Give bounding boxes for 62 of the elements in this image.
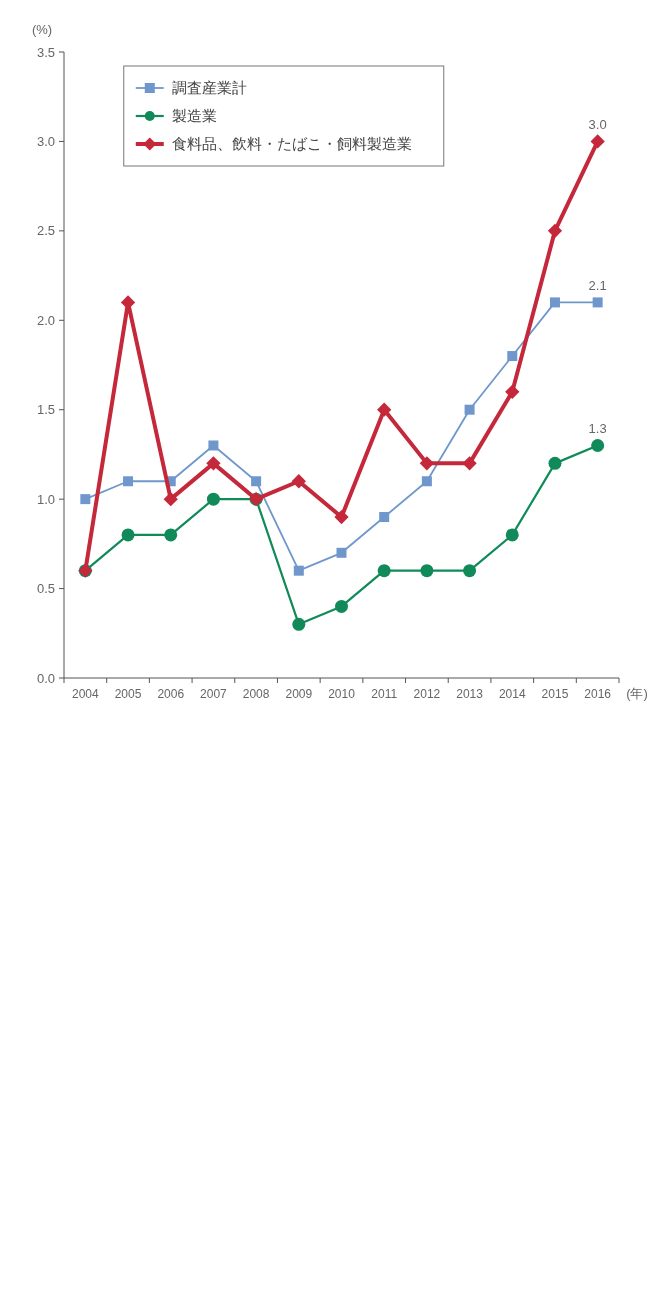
x-tick-label: 2005 [114, 687, 142, 701]
point [379, 512, 390, 523]
point [206, 492, 220, 506]
point [291, 474, 306, 489]
x-tick-label: 2006 [157, 687, 185, 701]
point [164, 528, 178, 542]
point [206, 456, 221, 471]
point [163, 491, 178, 507]
point [547, 223, 563, 239]
y-tick-label: 1.5 [36, 402, 55, 418]
point [590, 134, 605, 149]
legend-label: 調査産業計 [171, 79, 247, 97]
point [548, 456, 562, 470]
point [505, 528, 519, 542]
point [123, 476, 134, 487]
point [208, 440, 219, 451]
point [462, 456, 477, 471]
point [293, 565, 304, 576]
annotation: 3.0 [588, 117, 607, 133]
x-tick-label: 2004 [71, 687, 100, 701]
point [464, 404, 475, 415]
x-tick-label: 2008 [242, 687, 270, 701]
point [377, 402, 392, 417]
point [592, 297, 603, 308]
y-tick-label: 2.5 [36, 223, 55, 239]
point [334, 509, 349, 525]
point [419, 456, 435, 471]
x-tick-label: 2015 [541, 687, 569, 701]
y-tick-label: 3.0 [36, 133, 55, 149]
point [421, 476, 432, 487]
point [507, 351, 518, 362]
point [80, 494, 91, 505]
annotation: 2.1 [588, 278, 607, 294]
point [251, 476, 262, 487]
point [377, 564, 391, 578]
legend-label: 食料品、飲料・たばこ・飼料製造業 [171, 135, 412, 153]
point [292, 617, 306, 631]
x-tick-label: 2007 [200, 687, 228, 701]
x-axis-title: (年) [626, 686, 648, 701]
point [335, 599, 348, 613]
annotation: 1.3 [588, 421, 607, 437]
point [591, 438, 605, 452]
point [463, 564, 477, 578]
x-tick-label: 2016 [584, 687, 612, 701]
point [505, 384, 520, 399]
y-tick-label: 2.0 [36, 312, 55, 328]
y-tick-label: 0.0 [36, 670, 55, 686]
x-tick-label: 2012 [413, 687, 441, 701]
point [549, 297, 560, 308]
x-tick-label: 2014 [498, 687, 526, 701]
x-tick-label: 2011 [371, 687, 398, 701]
y-tick-label: 1.0 [36, 491, 55, 507]
legend-label: 製造業 [171, 107, 217, 125]
point [336, 547, 347, 558]
y-tick-label: 3.5 [36, 44, 55, 60]
y-axis-title: (%) [31, 22, 53, 37]
point [420, 564, 434, 578]
point [121, 528, 135, 542]
x-tick-label: 2009 [285, 687, 313, 701]
x-tick-label: 2013 [456, 687, 484, 701]
x-tick-label: 2010 [328, 687, 356, 701]
y-tick-label: 0.5 [36, 581, 55, 597]
